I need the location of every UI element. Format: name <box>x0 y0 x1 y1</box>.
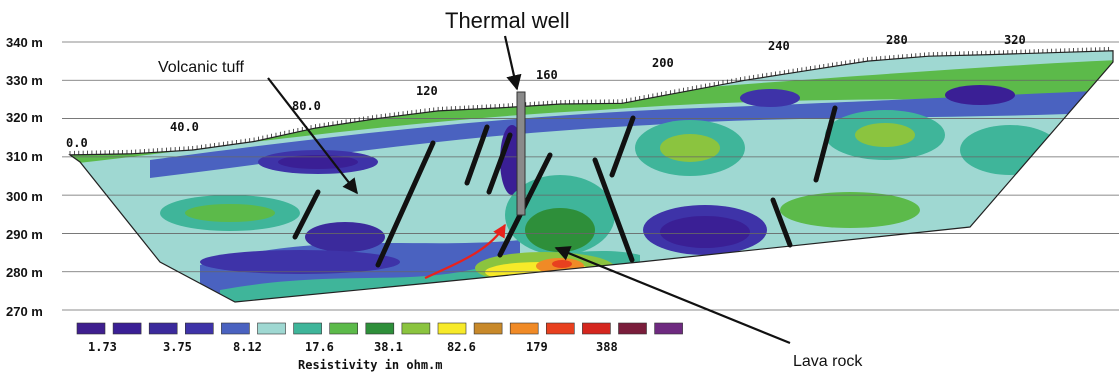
x-tick-label: 0.0 <box>66 136 88 150</box>
anomaly-shallow-right-blue <box>945 85 1015 105</box>
fault-line <box>609 115 636 178</box>
color-scale-title: Resistivity in ohm.m <box>298 358 443 372</box>
y-tick-label: 310 m <box>6 149 43 164</box>
color-scale-swatch <box>293 322 322 335</box>
thermal-well-label: Thermal well <box>445 8 570 33</box>
x-tick-label: 240 <box>768 39 790 53</box>
y-tick-label: 330 m <box>6 73 43 88</box>
color-scale-swatch <box>437 322 467 335</box>
x-tick-label: 200 <box>652 56 674 70</box>
color-scale-swatch <box>473 322 503 335</box>
anomaly-deep-band <box>200 250 400 274</box>
color-scale-tick: 3.75 <box>163 340 192 354</box>
lava-rock-arrow <box>554 246 791 345</box>
color-scale-swatch <box>582 322 611 335</box>
lava-rock-label: Lava rock <box>793 353 863 370</box>
color-scale-swatch <box>185 322 214 335</box>
y-tick-label: 270 m <box>6 304 43 319</box>
fault-line <box>464 124 490 186</box>
color-scale-swatch <box>618 322 647 335</box>
color-scale-swatch <box>545 322 575 335</box>
y-tick-label: 340 m <box>6 35 43 50</box>
anomaly-lava-red <box>552 260 572 268</box>
color-scale-swatch <box>329 322 359 335</box>
anomaly-hires-right2-core <box>855 123 915 147</box>
color-scale-tick: 82.6 <box>447 340 476 354</box>
anomaly-lowres-left-core <box>278 155 358 169</box>
x-tick-label: 160 <box>536 68 558 82</box>
fault-line <box>813 105 838 183</box>
volcanic-tuff-arrow <box>267 77 358 195</box>
anomaly-shallow-right-blue2 <box>740 89 800 107</box>
x-axis: 0.0 40.0 80.0 120 160 200 240 280 320 <box>66 33 1026 150</box>
anomaly-center-darkgreen <box>525 208 595 252</box>
x-tick-label: 120 <box>416 84 438 98</box>
anomaly-green-right <box>960 125 1060 175</box>
color-scale-swatch <box>509 322 539 335</box>
color-scale-tick: 179 <box>526 340 548 354</box>
color-scale-swatch <box>654 322 683 335</box>
x-tick-label: 80.0 <box>292 99 321 113</box>
color-scale-tick: 38.1 <box>374 340 403 354</box>
color-scale-tick: 8.12 <box>233 340 262 354</box>
x-tick-label: 280 <box>886 33 908 47</box>
anomaly-deep-right-core <box>660 216 750 248</box>
x-tick-label: 40.0 <box>170 120 199 134</box>
color-scale-labels: 1.73 3.75 8.12 17.6 38.1 82.6 179 388 Re… <box>88 340 618 372</box>
x-tick-label: 320 <box>1004 33 1026 47</box>
color-scale-swatch <box>257 322 286 335</box>
anomaly-blue-mid <box>305 222 385 252</box>
fault-line <box>592 157 635 263</box>
fault-line <box>375 140 436 268</box>
color-scale-swatch <box>76 322 106 335</box>
volcanic-tuff-label: Volcanic tuff <box>158 59 245 76</box>
terrain-electrodes <box>69 46 1110 155</box>
thermal-well <box>516 91 526 216</box>
y-tick-label: 280 m <box>6 265 43 280</box>
anomaly-lightgreen-right <box>780 192 920 228</box>
anomaly-green-left-core <box>185 204 275 222</box>
color-scale-tick: 17.6 <box>305 340 334 354</box>
y-tick-label: 290 m <box>6 227 43 242</box>
thermal-flow-arrow <box>424 223 506 280</box>
fault-line <box>770 197 793 248</box>
anomaly-hires-right1-core <box>660 134 720 162</box>
color-scale-swatch <box>112 322 142 335</box>
y-tick-label: 300 m <box>6 189 43 204</box>
fault-line <box>486 132 513 195</box>
fault-line <box>292 189 321 240</box>
color-scale-swatch <box>221 322 250 335</box>
color-scale-tick: 388 <box>596 340 618 354</box>
color-scale <box>76 322 683 335</box>
y-tick-label: 320 m <box>6 110 43 125</box>
color-scale-swatch <box>148 322 178 335</box>
y-axis: 340 m 330 m 320 m 310 m 300 m 290 m 280 … <box>6 35 43 319</box>
thermal-well-arrow <box>503 35 522 91</box>
gridlines <box>62 41 1119 311</box>
color-scale-swatch <box>401 322 431 335</box>
color-scale-tick: 1.73 <box>88 340 117 354</box>
color-scale-swatch <box>365 322 395 335</box>
band-shallow-green <box>70 60 1113 165</box>
